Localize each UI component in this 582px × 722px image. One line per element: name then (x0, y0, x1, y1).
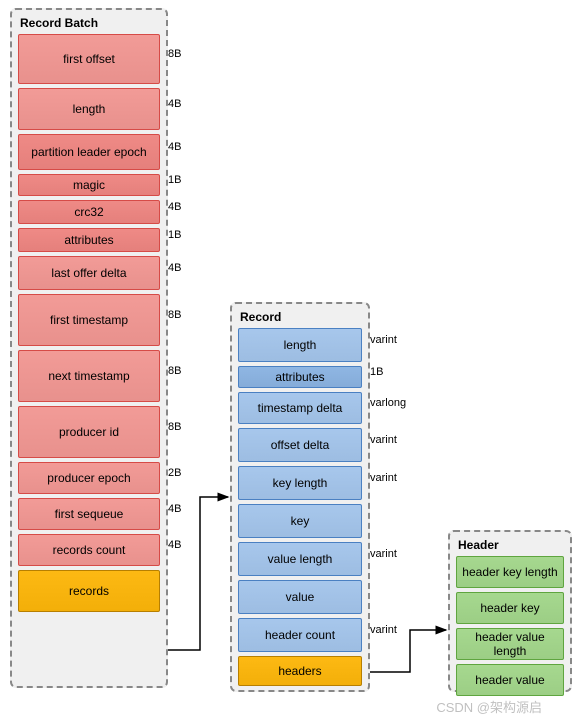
record-cell: key (238, 504, 362, 538)
recordBatch-cell: next timestamp (18, 350, 160, 402)
recordBatch-size-label: 4B (168, 262, 181, 274)
arrow (370, 630, 446, 672)
record-cell: offset delta (238, 428, 362, 462)
recordBatch-size-label: 4B (168, 141, 181, 153)
recordBatch-size-label: 4B (168, 98, 181, 110)
recordBatch-cell: magic (18, 174, 160, 196)
header-title: Header (458, 538, 564, 552)
recordBatch-title: Record Batch (20, 16, 160, 30)
recordBatch-size-label: 4B (168, 539, 181, 551)
record-size-label: varint (370, 334, 397, 346)
record-size-label: varint (370, 434, 397, 446)
record-size-label: varint (370, 548, 397, 560)
recordBatch-cell: partition leader epoch (18, 134, 160, 170)
record-panel: Record length attributes timestamp delta off… (230, 302, 370, 692)
recordBatch-cell: first timestamp (18, 294, 160, 346)
record-cell: timestamp delta (238, 392, 362, 424)
record-size-label: 1B (370, 366, 383, 378)
recordBatch-size-label: 1B (168, 174, 181, 186)
recordBatch-cell: attributes (18, 228, 160, 252)
record-cell: value (238, 580, 362, 614)
recordBatch-cell: records (18, 570, 160, 612)
recordBatch-cell: first offset (18, 34, 160, 84)
recordBatch-size-label: 1B (168, 229, 181, 241)
recordBatch-size-label: 8B (168, 365, 181, 377)
recordBatch-cell: length (18, 88, 160, 130)
record-size-label: varint (370, 472, 397, 484)
recordBatch-cell: producer epoch (18, 462, 160, 494)
recordBatch-size-label: 8B (168, 309, 181, 321)
header-cell: header value (456, 664, 564, 696)
recordBatch-size-label: 2B (168, 467, 181, 479)
recordBatch-size-label: 4B (168, 503, 181, 515)
record-size-label: varlong (370, 397, 406, 409)
record-cell: length (238, 328, 362, 362)
recordBatch-cell: producer id (18, 406, 160, 458)
record-title: Record (240, 310, 362, 324)
record-cell: value length (238, 542, 362, 576)
recordBatch-size-label: 4B (168, 201, 181, 213)
header-cell: header value length (456, 628, 564, 660)
header-cell: header key (456, 592, 564, 624)
recordBatch-panel: Record Batch first offsetlength partition … (10, 8, 168, 688)
recordBatch-cell: last offer delta (18, 256, 160, 290)
header-cell: header key length (456, 556, 564, 588)
recordBatch-cell: crc32 (18, 200, 160, 224)
recordBatch-cell: first sequeue (18, 498, 160, 530)
recordBatch-size-label: 8B (168, 48, 181, 60)
record-cell: headers (238, 656, 362, 686)
record-cell: attributes (238, 366, 362, 388)
arrow (168, 497, 228, 650)
record-size-label: varint (370, 624, 397, 636)
recordBatch-size-label: 8B (168, 421, 181, 433)
record-cell: header count (238, 618, 362, 652)
watermark: CSDN @架构源启 (436, 697, 542, 716)
record-cell: key length (238, 466, 362, 500)
recordBatch-cell: records count (18, 534, 160, 566)
header-panel: Header header key length header key header … (448, 530, 572, 692)
